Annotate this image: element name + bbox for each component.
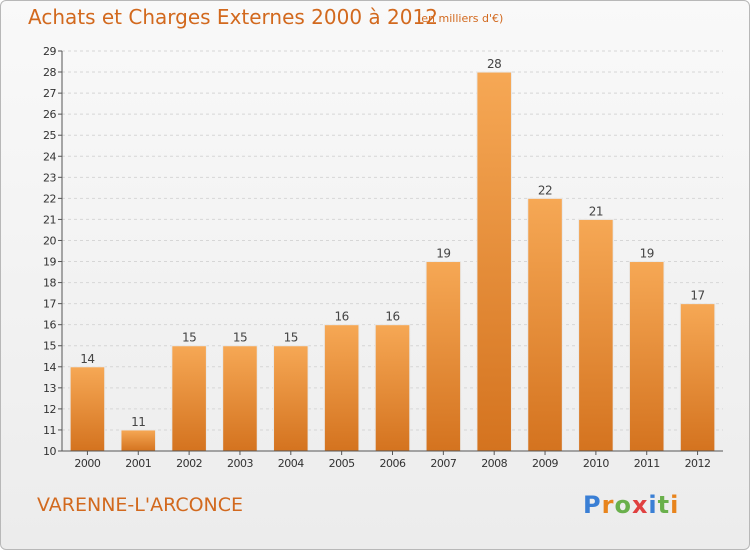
logo-letter: t — [657, 491, 671, 519]
y-tick-label-25: 25 — [43, 129, 56, 142]
commune-name: VARENNE-L'ARCONCE — [37, 494, 244, 516]
data-label-2003: 15 — [233, 331, 247, 345]
bar-2009 — [527, 197, 563, 452]
y-tick-label-27: 27 — [43, 87, 56, 100]
y-tick-label-26: 26 — [43, 108, 56, 121]
x-tick-label-2006: 2006 — [380, 457, 406, 470]
data-label-2005: 16 — [335, 310, 349, 324]
bars — [69, 71, 716, 452]
data-label-2002: 15 — [182, 331, 196, 345]
y-tick-label-29: 29 — [43, 45, 56, 58]
y-tick-label-12: 12 — [43, 403, 56, 416]
bar-2012 — [679, 303, 716, 452]
x-tick-label-2004: 2004 — [278, 457, 304, 470]
y-tick-label-28: 28 — [43, 66, 56, 79]
data-label-2008: 28 — [487, 57, 501, 71]
bar-2002 — [171, 345, 207, 452]
data-label-2011: 19 — [640, 247, 654, 261]
y-tick-label-13: 13 — [43, 382, 56, 395]
y-tick-label-24: 24 — [43, 150, 56, 163]
y-tick-label-11: 11 — [43, 424, 56, 437]
bar-2010 — [578, 218, 614, 452]
labels: 2000 14 2001 11 2002 15 2003 15 2004 15 2005 16 2006… — [74, 57, 711, 470]
y-tick-label-17: 17 — [43, 298, 56, 311]
bar-2007 — [425, 261, 462, 452]
x-tick-label-2003: 2003 — [227, 457, 253, 470]
logo-letter: o — [614, 491, 632, 519]
data-label-2004: 15 — [284, 331, 298, 345]
bar-2005 — [323, 324, 360, 452]
bar-2003 — [222, 345, 258, 452]
bar-2000 — [69, 366, 106, 452]
y-tick-label-22: 22 — [43, 192, 56, 205]
data-label-2006: 16 — [385, 310, 399, 324]
logo-letter: i — [648, 491, 658, 519]
logo-letter: i — [670, 491, 680, 519]
data-label-2012: 17 — [690, 289, 704, 303]
logo-letter: x — [631, 491, 649, 519]
x-tick-label-2009: 2009 — [532, 457, 558, 470]
y-tick-label-16: 16 — [43, 319, 56, 332]
data-label-2001: 11 — [131, 415, 145, 429]
y-tick-label-10: 10 — [43, 445, 56, 458]
logo-letter: r — [601, 491, 615, 519]
y-tick-label-14: 14 — [43, 361, 56, 374]
x-tick-label-2007: 2007 — [430, 457, 456, 470]
y-tick-label-18: 18 — [43, 277, 56, 290]
x-tick-label-2001: 2001 — [125, 457, 151, 470]
axes: 10 11 12 13 14 15 16 17 18 19 20 21 22 23 24 25 26 27 28 29 — [43, 45, 723, 458]
y-tick-label-19: 19 — [43, 256, 56, 269]
x-tick-label-2010: 2010 — [583, 457, 609, 470]
x-tick-label-2008: 2008 — [481, 457, 507, 470]
chart-title: Achats et Charges Externes 2000 à 2012 — [28, 5, 438, 29]
y-tick-label-20: 20 — [43, 234, 56, 247]
proxiti-logo[interactable]: Proxiti — [583, 491, 679, 519]
bar-2004 — [273, 345, 309, 452]
bar-2011 — [628, 261, 665, 452]
x-tick-label-2002: 2002 — [176, 457, 202, 470]
y-tick-label-15: 15 — [43, 340, 56, 353]
x-tick-label-2012: 2012 — [685, 457, 711, 470]
y-tick-label-21: 21 — [43, 213, 56, 226]
x-tick-label-2000: 2000 — [74, 457, 100, 470]
x-tick-label-2011: 2011 — [634, 457, 660, 470]
data-label-2000: 14 — [80, 352, 94, 366]
bar-2001 — [120, 429, 157, 452]
x-tick-label-2005: 2005 — [329, 457, 355, 470]
data-label-2007: 19 — [436, 247, 450, 261]
bar-2006 — [374, 324, 411, 452]
logo-letter: P — [583, 491, 602, 519]
bar-2008 — [476, 71, 512, 452]
data-label-2010: 21 — [589, 204, 603, 218]
data-label-2009: 22 — [538, 183, 552, 197]
chart-subtitle: (en milliers d'€) — [417, 12, 504, 25]
y-tick-label-23: 23 — [43, 171, 56, 184]
